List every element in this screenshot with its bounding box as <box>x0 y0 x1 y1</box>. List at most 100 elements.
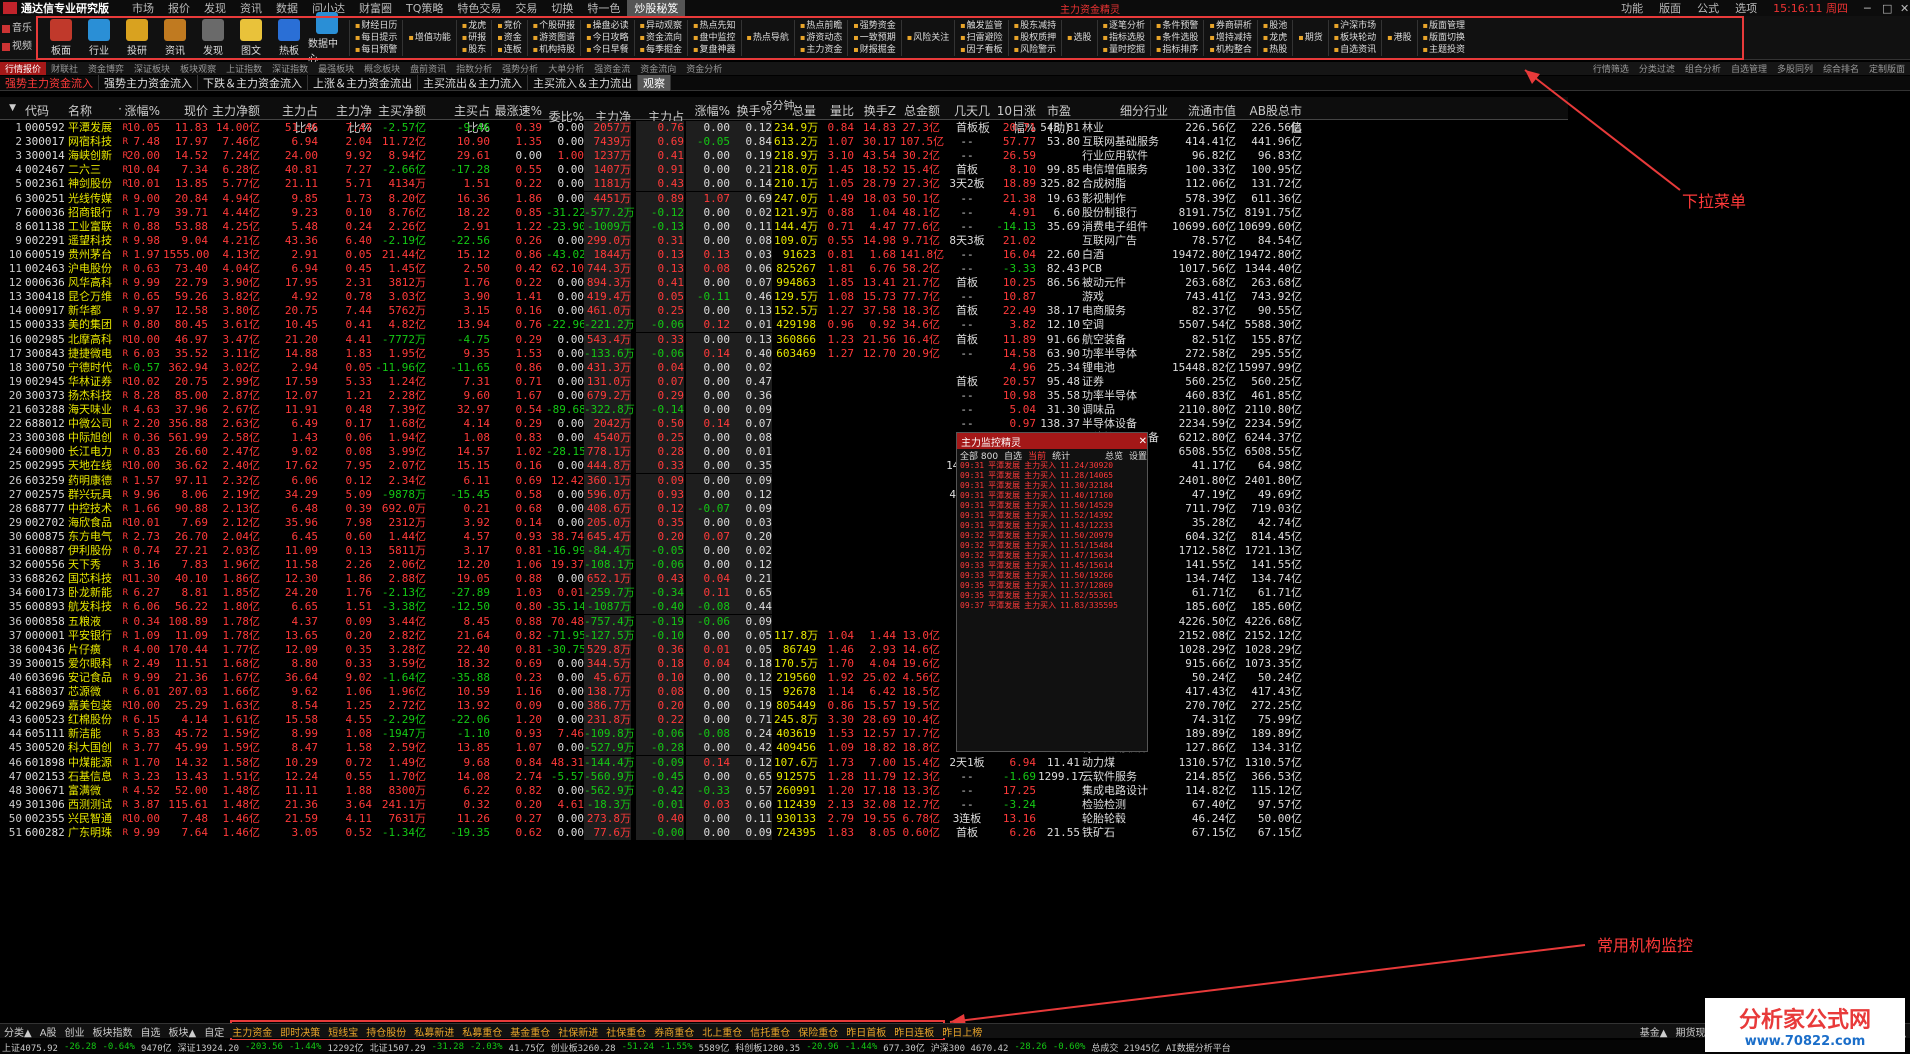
ribbon-item[interactable]: 选股 <box>1067 32 1092 44</box>
filter-tab[interactable]: 强势主力资金流入 <box>0 75 99 91</box>
function-tab[interactable]: 资金分析 <box>686 65 723 75</box>
table-row[interactable]: 51 600282 广东明珠 9.99 7.64 1.46亿 3.05 0.52 -1.34亿 -… <box>0 826 1568 840</box>
top-menu-item[interactable]: TQ策略 <box>406 2 444 15</box>
column-header[interactable]: · <box>118 102 122 116</box>
function-tab[interactable]: 强资金流 <box>594 65 631 75</box>
institution-tab[interactable]: 短线宝 <box>328 1027 359 1039</box>
institution-tab[interactable]: 信托重仓 <box>750 1027 791 1039</box>
table-row[interactable]: 13 300418 昆仑万维 0.65 59.26 3.82亿 4.92 0.78 3.03亿 3… <box>0 290 1568 305</box>
table-row[interactable]: 5 002361 神剑股份 10.01 13.85 5.77亿 21.11 5.71 4134万… <box>0 177 1568 192</box>
bottom-tab[interactable]: 创业 <box>64 1027 85 1039</box>
bottom-tab[interactable]: 分类▲ <box>4 1027 32 1039</box>
ribbon-item[interactable]: 指标选股 <box>1103 32 1145 44</box>
filter-tab[interactable]: 主买流入＆主力流出 <box>528 75 638 91</box>
column-header[interactable]: 最涨速% <box>494 104 542 118</box>
ribbon-item[interactable]: 因子看板 <box>960 44 1003 56</box>
column-header[interactable]: 几天几板 <box>953 104 990 135</box>
function-tab[interactable]: 大单分析 <box>548 65 585 75</box>
column-header[interactable]: 量比 <box>829 104 854 118</box>
institution-tab[interactable]: 昨日连板 <box>894 1027 935 1039</box>
function-tab[interactable]: 强势分析 <box>502 65 539 75</box>
ribbon-item[interactable]: 龙虎 <box>462 20 486 32</box>
table-row[interactable]: 18 300750 宁德时代 -0.57 362.94 3.02亿 2.94 0.05 -11.… <box>0 360 1568 375</box>
menu-layout[interactable]: 版面 <box>1659 2 1682 15</box>
institution-tab[interactable]: 社保重仓 <box>606 1027 647 1039</box>
ribbon-item[interactable]: 机构整合 <box>1209 44 1252 56</box>
ribbon-item[interactable]: 沪深市场 <box>1334 20 1376 32</box>
ribbon-item[interactable]: 条件预警 <box>1156 20 1198 32</box>
ribbon-item[interactable]: 板块轮动 <box>1334 32 1376 44</box>
ribbon-item[interactable]: 复盘神器 <box>693 44 735 56</box>
ribbon-item[interactable]: 热点前瞻 <box>800 20 842 32</box>
popup-row[interactable]: 09:31 平潭发展 主力买入 11.50/14529 <box>957 501 1147 511</box>
table-row[interactable]: 22 688012 中微公司 2.20 356.88 2.63亿 6.49 0.17 1.68亿… <box>0 417 1568 432</box>
ribbon-item[interactable]: 增值功能 <box>408 32 451 44</box>
column-header[interactable]: 主力占比% <box>281 104 318 135</box>
popup-tab-current[interactable]: 当前 <box>1028 452 1047 462</box>
popup-row[interactable]: 09:32 平潭发展 主力买入 11.47/15634 <box>957 551 1147 561</box>
column-header[interactable]: 总金额 <box>903 104 940 118</box>
table-row[interactable]: 44 605111 新洁能 5.83 45.72 1.59亿 8.99 1.08 -1947万 -… <box>0 727 1568 742</box>
ribbon-item[interactable]: 热点先知 <box>693 20 735 32</box>
ribbon-button[interactable]: 发现 <box>194 19 232 57</box>
popup-row[interactable]: 09:32 平潭发展 主力买入 11.51/15484 <box>957 541 1147 551</box>
institution-tab[interactable]: 北上重仓 <box>702 1027 743 1039</box>
bottom-tab[interactable]: 板块▲ <box>168 1027 197 1039</box>
ribbon-item[interactable]: 触发监管 <box>960 20 1003 32</box>
institution-tab[interactable]: 昨日上榜 <box>942 1027 983 1039</box>
column-header[interactable]: 换手Z <box>863 104 896 118</box>
table-row[interactable]: 11 002463 沪电股份 0.63 73.40 4.04亿 6.94 0.45 1.45亿 2… <box>0 262 1568 276</box>
top-menu-item[interactable]: 资讯 <box>240 2 262 15</box>
video-button[interactable]: 视频 <box>2 38 32 56</box>
table-row[interactable]: 12 000636 风华高科 9.99 22.79 3.90亿 17.95 2.31 3812万… <box>0 276 1568 291</box>
ribbon-item[interactable]: 每日预警 <box>355 44 397 56</box>
table-row[interactable]: 29 002702 海欣食品 10.01 7.69 2.12亿 35.96 7.98 2312万… <box>0 515 1568 530</box>
popup-row[interactable]: 09:33 平潭发展 主力买入 11.50/19266 <box>957 571 1147 581</box>
ribbon-item[interactable]: 一致预期 <box>853 32 896 44</box>
ribbon-item[interactable]: 券商研析 <box>1209 20 1252 32</box>
ribbon-button[interactable]: 图文 <box>232 19 270 57</box>
column-header[interactable]: 名称 <box>68 104 93 118</box>
column-header[interactable]: 换手% <box>736 104 772 118</box>
ribbon-item[interactable]: 强势资金 <box>853 20 896 32</box>
bottom-tab-right[interactable]: 基金▲ <box>1639 1027 1668 1039</box>
popup-tab-all[interactable]: 全部 800 <box>960 452 999 462</box>
ribbon-item[interactable]: 指标排序 <box>1156 44 1198 56</box>
function-tab[interactable]: 资金流向 <box>640 65 677 75</box>
ribbon-item[interactable]: 热点导航 <box>747 32 789 44</box>
ribbon-item[interactable]: 期货 <box>1298 32 1323 44</box>
table-row[interactable]: 43 600523 红棉股份 6.15 4.14 1.61亿 15.58 4.55 -2.29亿… <box>0 713 1568 728</box>
table-row[interactable]: 16 002985 北摩高科 10.00 46.97 3.47亿 21.20 4.41 -777… <box>0 332 1568 347</box>
institution-tab[interactable]: 主力资金 <box>232 1027 273 1039</box>
table-row[interactable]: 8 601138 工业富联 0.88 53.88 4.25亿 5.48 0.24 2.26亿 2.… <box>0 219 1568 234</box>
popup-row[interactable]: 09:31 平潭发展 主力买入 11.43/12233 <box>957 521 1147 531</box>
ribbon-item[interactable]: 热股 <box>1263 44 1287 56</box>
ribbon-item[interactable]: 扫雷避险 <box>960 32 1003 44</box>
popup-row[interactable]: 09:35 平潭发展 主力买入 11.37/12869 <box>957 581 1147 591</box>
function-tab[interactable]: 财联社 <box>51 65 79 75</box>
institution-tab[interactable]: 基金重仓 <box>510 1027 551 1039</box>
institution-tab[interactable]: 昨日首板 <box>846 1027 887 1039</box>
function-tab[interactable]: 深证板块 <box>134 65 171 75</box>
top-menu-item[interactable]: 特色交易 <box>457 2 502 15</box>
top-menu-item[interactable]: 数据 <box>276 2 298 15</box>
institution-tab[interactable]: 券商重仓 <box>654 1027 695 1039</box>
filter-tab[interactable]: 观察 <box>638 75 671 91</box>
column-header[interactable]: 10日涨幅% <box>996 104 1036 135</box>
ribbon-item[interactable]: 自选资讯 <box>1334 44 1376 56</box>
institution-tab[interactable]: 持仓股份 <box>366 1027 407 1039</box>
function-tab-right[interactable]: 综合排名 <box>1822 65 1859 75</box>
ribbon-item[interactable]: 个股研报 <box>533 20 575 32</box>
column-header[interactable]: 委比% <box>548 110 584 124</box>
ribbon-item[interactable]: 财报掘金 <box>853 44 896 56</box>
institution-tab[interactable]: 私募新进 <box>414 1027 455 1039</box>
ribbon-item[interactable]: 盘中监控 <box>693 32 735 44</box>
popup-row[interactable]: 09:35 平潭发展 主力买入 11.52/55361 <box>957 591 1147 601</box>
ribbon-item[interactable]: 每季掘金 <box>640 44 682 56</box>
menu-formula[interactable]: 公式 <box>1697 2 1720 15</box>
ribbon-item[interactable]: 机构持股 <box>533 44 575 56</box>
ribbon-item[interactable]: 竞价 <box>497 20 522 32</box>
ribbon-item[interactable]: 股东减持 <box>1014 20 1056 32</box>
table-row[interactable]: 7 600036 招商银行 1.79 39.71 4.44亿 9.23 0.10 8.76亿 18… <box>0 205 1568 220</box>
table-row[interactable]: 3 300014 海峡创新 20.00 14.52 7.24亿 24.00 9.92 8.94亿… <box>0 149 1568 164</box>
